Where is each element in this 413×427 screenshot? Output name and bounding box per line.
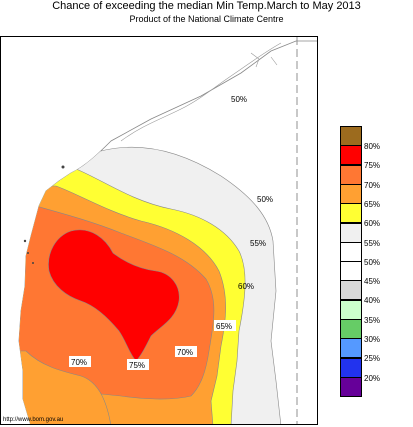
- contour-label-65: 65%: [216, 322, 232, 331]
- legend-swatch: [340, 299, 362, 320]
- contour-label-70-east-bg: [175, 346, 197, 357]
- legend-label: 40%: [364, 296, 381, 306]
- contour-band-75: [48, 229, 180, 362]
- legend-label: 30%: [364, 335, 381, 344]
- legend-swatch: [340, 145, 362, 166]
- legend-label: 55%: [364, 238, 381, 248]
- contour-band-65-sw: [19, 350, 112, 424]
- legend-swatch: [340, 203, 362, 224]
- contour-label-75: 75%: [129, 361, 145, 370]
- island: [23, 239, 27, 243]
- legend-swatch: [340, 319, 362, 339]
- legend-label: 60%: [364, 219, 381, 229]
- contour-label-50-north: 50%: [231, 95, 247, 104]
- legend-swatch: [340, 241, 362, 262]
- coastline: [120, 42, 282, 142]
- legend-label: 20%: [364, 373, 381, 383]
- map-subtitle: Product of the National Climate Centre: [129, 14, 284, 24]
- legend-swatch: [340, 357, 362, 378]
- contour-label-75-bg: [127, 359, 149, 370]
- legend-swatch: [340, 261, 362, 282]
- contour-label-55: 55%: [250, 239, 266, 248]
- island: [61, 165, 65, 169]
- island: [32, 262, 34, 264]
- contour-label-70-west: 70%: [71, 358, 87, 367]
- legend-label: 50%: [364, 257, 381, 267]
- legend-swatch: [340, 183, 362, 204]
- island: [27, 252, 29, 254]
- legend-swatch: [340, 222, 362, 243]
- legend-swatch: [340, 338, 362, 359]
- legend-swatch: [340, 280, 362, 301]
- contour-label-50-mid: 50%: [257, 195, 273, 204]
- legend-label: 75%: [364, 161, 381, 171]
- map-svg: 50% 50% 55% 60% 65% 70% 70% 75%: [18, 37, 317, 424]
- contour-label-65-bg: [214, 320, 236, 331]
- contour-label-70-east: 70%: [177, 348, 193, 357]
- contour-label-60: 60%: [238, 282, 254, 291]
- contour-label-70-west-bg: [69, 356, 91, 367]
- legend-swatch: [340, 126, 362, 146]
- legend-label: 35%: [364, 315, 381, 325]
- legend-label: 25%: [364, 354, 381, 364]
- legend-label: 65%: [364, 199, 381, 209]
- map-title: Chance of exceeding the median Min Temp.…: [52, 0, 361, 12]
- legend-swatch: [340, 376, 362, 397]
- legend-swatch: [340, 164, 362, 185]
- map-panel: 50% 50% 55% 60% 65% 70% 70% 75%: [0, 36, 318, 425]
- legend-label: 45%: [364, 277, 381, 287]
- source-url: http://www.bom.gov.au: [3, 417, 64, 423]
- legend-label: 70%: [364, 180, 381, 190]
- legend-label: 80%: [364, 142, 381, 151]
